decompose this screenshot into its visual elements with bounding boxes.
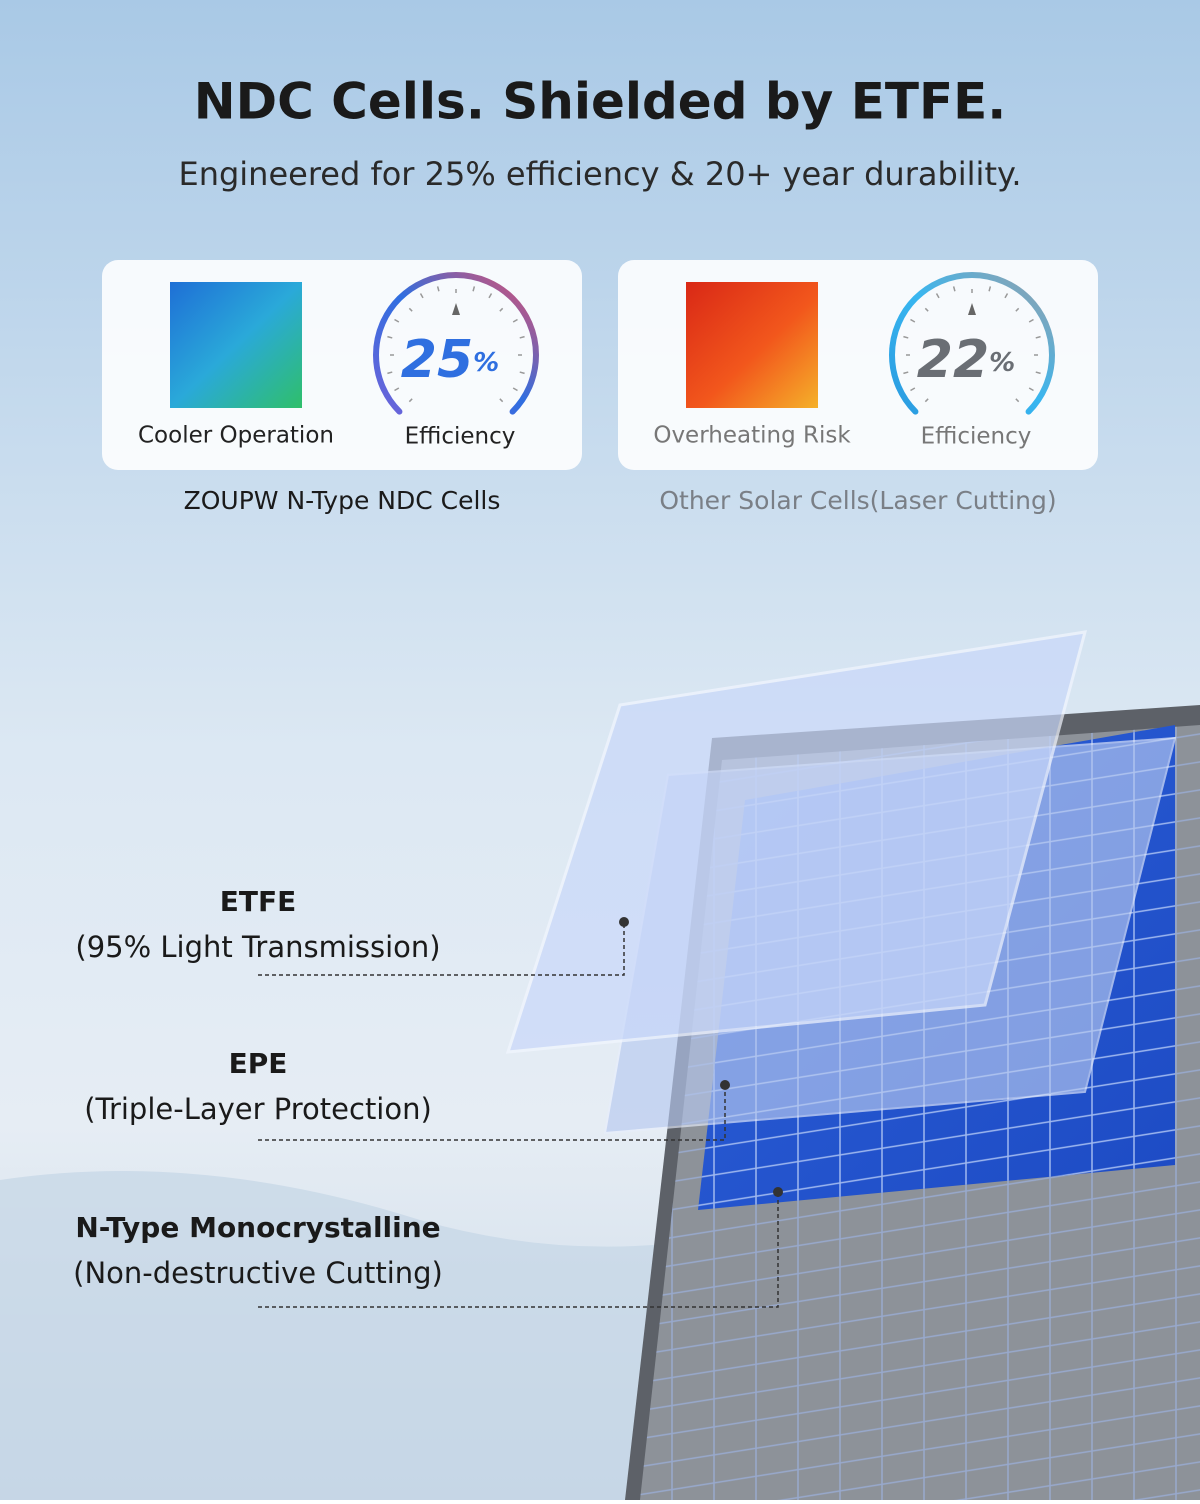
leader-line (258, 1085, 726, 1141)
layer-detail: (Non-destructive Cutting) (73, 1256, 443, 1290)
gauge-tick (519, 335, 525, 339)
leader-dot (773, 1187, 783, 1197)
mountains (0, 1171, 700, 1500)
heat-label: Overheating Risk (653, 423, 851, 449)
layer-detail: (95% Light Transmission) (75, 930, 440, 964)
gauge-number: 22 (917, 330, 989, 390)
gauge-tick (408, 307, 413, 312)
heat-label: Cooler Operation (138, 423, 334, 449)
gauge-label: Efficiency (405, 424, 516, 450)
layer-detail: (Triple-Layer Protection) (84, 1092, 432, 1126)
title: NDC Cells. Shielded by ETFE. (194, 73, 1007, 131)
leader-dot (619, 917, 629, 927)
gauge-label: Efficiency (921, 424, 1032, 450)
gauge-pointer (968, 303, 976, 315)
comparison-cards: Cooler Operation 25% Efficiency ZOUPW N-Typ… (102, 260, 1098, 515)
gauge-arc (373, 272, 539, 415)
gauge-tick (512, 387, 518, 392)
gauge-tick (924, 307, 929, 312)
gauge-value: 22% (917, 330, 1015, 390)
gauge-arc (889, 272, 1055, 415)
gauge-tick (394, 318, 400, 323)
gauge-pointer (452, 303, 460, 315)
gauge-value: 25% (401, 330, 499, 390)
gauge-tick (924, 398, 929, 403)
gauge-tick (1004, 293, 1009, 299)
gauge-tick (499, 307, 504, 312)
gauge-tick (1015, 307, 1020, 312)
card-caption: Other Solar Cells(Laser Cutting) (659, 486, 1056, 515)
card-caption: ZOUPW N-Type NDC Cells (184, 486, 501, 515)
gauge-tick (952, 286, 956, 292)
heat-map (170, 282, 302, 408)
gauge-tick (394, 387, 400, 392)
layer-name: ETFE (220, 885, 296, 918)
layer-labels: ETFE (95% Light Transmission) EPE (Triple-L… (73, 885, 783, 1308)
gauge-tick (1035, 371, 1041, 375)
gauge-tick (519, 371, 525, 375)
gauge-tick (988, 286, 992, 292)
heat-map (686, 282, 818, 408)
gauge-tick (387, 335, 393, 339)
gauge-tick (387, 371, 393, 375)
subtitle: Engineered for 25% efficiency & 20+ year… (178, 155, 1021, 193)
gauge-tick (935, 293, 940, 299)
gauge-tick (436, 286, 440, 292)
gauge-tick (499, 398, 504, 403)
gauge-tick (1015, 398, 1020, 403)
gauge-tick (1035, 335, 1041, 339)
gauge-number: 25 (401, 330, 473, 390)
layer-name: N-Type Monocrystalline (75, 1211, 440, 1244)
gauge-tick (903, 335, 909, 339)
leader-line (258, 922, 625, 976)
gauge-tick (488, 293, 493, 299)
gauge-unit: % (989, 348, 1015, 378)
gauge-tick (419, 293, 424, 299)
gauge-tick (1028, 318, 1034, 323)
gauge-unit: % (473, 348, 499, 378)
etfe-sheet (505, 630, 1088, 1054)
gauge-tick (903, 371, 909, 375)
leader-line (258, 1192, 779, 1308)
gauge-tick (1028, 387, 1034, 392)
leader-dot (720, 1080, 730, 1090)
gauge-tick (512, 318, 518, 323)
gauge-tick (408, 398, 413, 403)
gauge-tick (472, 286, 476, 292)
layer-name: EPE (229, 1047, 288, 1080)
gauge-tick (910, 387, 916, 392)
gauge-tick (910, 318, 916, 323)
